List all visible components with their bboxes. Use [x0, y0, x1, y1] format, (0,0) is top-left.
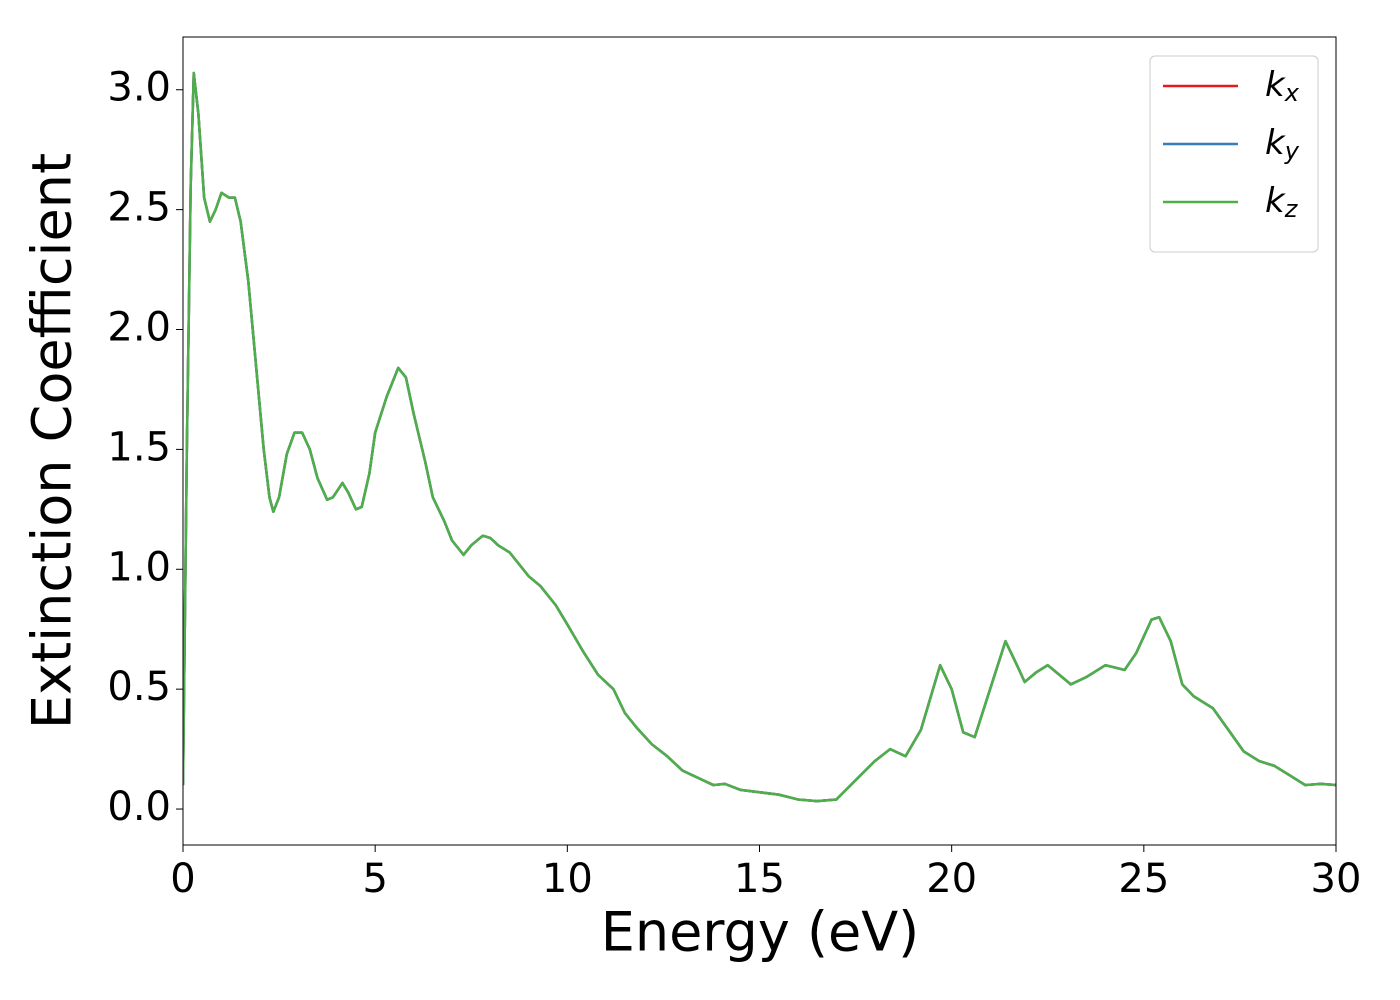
- x-axis-label: Energy (eV): [601, 901, 920, 964]
- x-tick-label: 10: [542, 856, 593, 902]
- y-tick-label: 0.0: [107, 784, 171, 830]
- y-tick-label: 1.0: [107, 544, 171, 590]
- y-axis-label: Extinction Coefficient: [21, 153, 84, 729]
- x-tick-label: 15: [734, 856, 785, 902]
- y-tick-label: 0.5: [107, 664, 171, 710]
- legend-label: kx: [1265, 65, 1300, 108]
- data-line: [183, 71, 1336, 803]
- y-tick-label: 1.5: [107, 424, 171, 470]
- plot-frame: [182, 36, 1337, 846]
- legend-label: ky: [1265, 123, 1300, 166]
- legend-label: kz: [1265, 181, 1299, 224]
- x-tick-label: 5: [362, 856, 387, 902]
- x-tick-label: 30: [1311, 856, 1362, 902]
- y-tick-label: 2.0: [107, 305, 171, 351]
- y-tick-label: 3.0: [107, 65, 171, 111]
- x-tick-label: 25: [1118, 856, 1169, 902]
- x-tick-label: 0: [170, 856, 195, 902]
- y-tick-label: 2.5: [107, 185, 171, 231]
- x-tick-label: 20: [926, 856, 977, 902]
